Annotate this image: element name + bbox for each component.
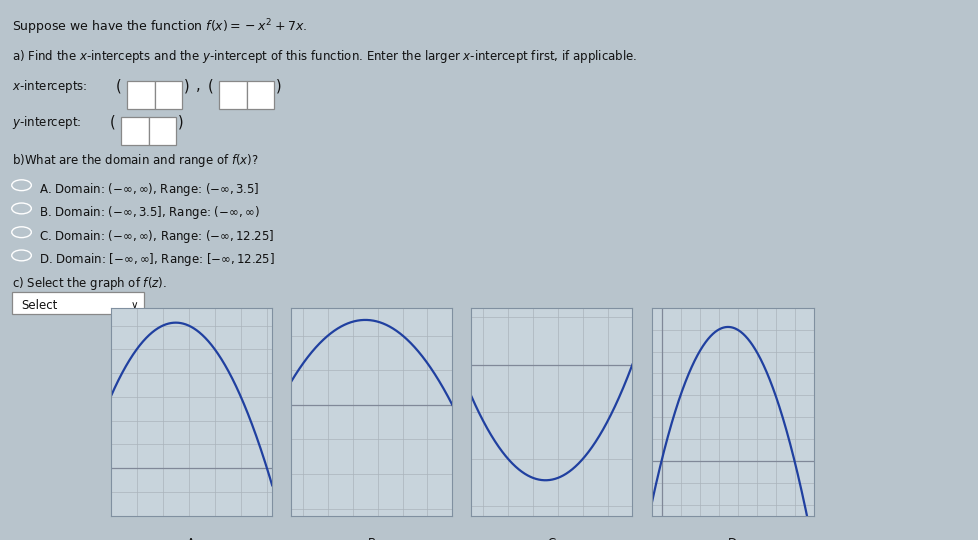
FancyBboxPatch shape <box>155 81 182 109</box>
Text: $y$-intercept:: $y$-intercept: <box>12 114 81 131</box>
Text: ∨: ∨ <box>130 300 138 310</box>
FancyBboxPatch shape <box>246 81 274 109</box>
Text: b)What are the domain and range of $f(x)$?: b)What are the domain and range of $f(x)… <box>12 152 258 169</box>
Text: $x$-intercepts:: $x$-intercepts: <box>12 78 87 95</box>
Text: ): ) <box>184 78 190 93</box>
Text: ,: , <box>196 78 200 93</box>
FancyBboxPatch shape <box>12 292 144 314</box>
FancyBboxPatch shape <box>121 117 149 145</box>
FancyBboxPatch shape <box>149 117 176 145</box>
Text: (: ( <box>110 114 115 130</box>
FancyBboxPatch shape <box>127 81 155 109</box>
Text: (: ( <box>115 78 121 93</box>
Text: Suppose we have the function $f(x) = -x^2 + 7x$.: Suppose we have the function $f(x) = -x^… <box>12 17 306 37</box>
Text: B: B <box>367 537 376 540</box>
FancyBboxPatch shape <box>219 81 246 109</box>
Text: A: A <box>187 537 196 540</box>
Text: C. Domain: $(-\infty, \infty)$, Range: $(-\infty, 12.25]$: C. Domain: $(-\infty, \infty)$, Range: $… <box>39 228 274 245</box>
Text: ): ) <box>178 114 184 130</box>
Text: a) Find the $x$-intercepts and the $y$-intercept of this function. Enter the lar: a) Find the $x$-intercepts and the $y$-i… <box>12 48 637 64</box>
Text: D: D <box>728 537 736 540</box>
Text: C: C <box>547 537 556 540</box>
Text: B. Domain: $(-\infty, 3.5]$, Range: $(-\infty, \infty)$: B. Domain: $(-\infty, 3.5]$, Range: $(-\… <box>39 204 259 221</box>
Text: A. Domain: $(-\infty, \infty)$, Range: $(-\infty, 3.5]$: A. Domain: $(-\infty, \infty)$, Range: $… <box>39 181 259 198</box>
Text: D. Domain: $[-\infty, \infty]$, Range: $[-\infty, 12.25]$: D. Domain: $[-\infty, \infty]$, Range: $… <box>39 251 275 268</box>
Text: (: ( <box>207 78 213 93</box>
Text: c) Select the graph of $f(z)$.: c) Select the graph of $f(z)$. <box>12 275 166 292</box>
Text: ): ) <box>276 78 282 93</box>
Text: Select: Select <box>22 299 58 312</box>
